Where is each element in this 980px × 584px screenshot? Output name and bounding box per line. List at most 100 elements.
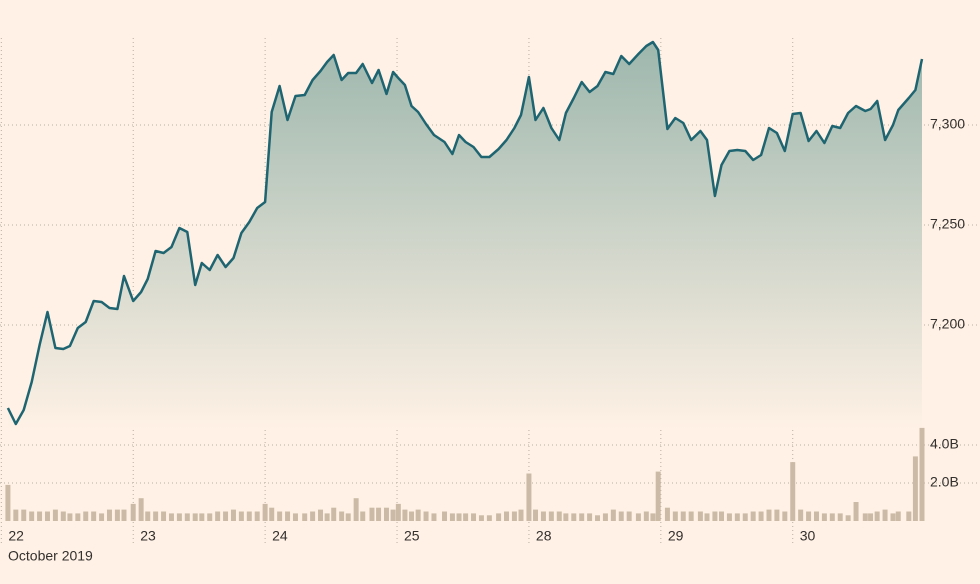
volume-bar: [262, 503, 268, 521]
volume-bar: [285, 511, 291, 521]
volume-bar: [345, 513, 351, 521]
volume-bar: [602, 513, 608, 521]
volume-bar: [106, 509, 112, 521]
volume-bar: [496, 513, 502, 521]
volume-bar: [331, 507, 337, 521]
volume-bar: [845, 515, 851, 521]
volume-bar: [353, 498, 359, 521]
volume-bar: [868, 513, 874, 521]
x-tick-label: 23: [140, 528, 156, 544]
volume-bar: [518, 509, 524, 521]
x-axis-label: October 2019: [8, 548, 93, 564]
volume-bar: [533, 509, 539, 521]
volume-bar: [138, 498, 144, 521]
volume-bar: [431, 513, 437, 521]
volume-bar: [782, 511, 788, 521]
volume-bar: [99, 513, 105, 521]
volume-bar: [680, 511, 686, 521]
volume-bar: [688, 511, 694, 521]
volume-bar: [655, 471, 661, 521]
volume-bar: [758, 511, 764, 521]
volume-bar: [587, 513, 593, 521]
volume-bar: [238, 511, 244, 521]
volume-bar: [442, 511, 448, 521]
volume-bar: [626, 511, 632, 521]
volume-bar: [121, 509, 127, 521]
y-tick-label: 7,300: [930, 116, 965, 132]
volume-bar: [415, 509, 421, 521]
volume-bar: [302, 513, 308, 521]
volume-bar: [60, 511, 66, 521]
volume-bar: [83, 511, 89, 521]
volume-bar: [862, 513, 868, 521]
volume-bar: [650, 513, 656, 521]
volume-bar: [5, 484, 11, 521]
volume-bar: [456, 513, 462, 521]
volume-bar: [734, 513, 740, 521]
volume-bar: [402, 509, 408, 521]
volume-bar: [254, 511, 260, 521]
volume-bar: [130, 503, 136, 521]
volume-bar: [395, 503, 401, 521]
volume-bar: [895, 511, 901, 521]
volume-bar: [874, 511, 880, 521]
volume-bar: [199, 513, 205, 521]
volume-bar: [449, 513, 455, 521]
volume-bar: [13, 509, 19, 521]
volume-bar: [176, 513, 182, 521]
volume-bar: [610, 509, 616, 521]
volume-bar: [798, 509, 804, 521]
volume-bar: [526, 473, 532, 521]
volume-bar: [790, 462, 796, 521]
volume-bar: [246, 511, 252, 521]
volume-bar: [423, 511, 429, 521]
volume-bar: [390, 509, 396, 521]
volume-bar: [750, 511, 756, 521]
volume-bar: [837, 513, 843, 521]
y2-tick-label: 4.0B: [930, 436, 959, 452]
volume-bar: [91, 511, 97, 521]
volume-bar: [207, 513, 213, 521]
volume-bar: [339, 511, 345, 521]
volume-bar: [161, 511, 167, 521]
volume-bar: [277, 511, 283, 521]
volume-bar: [912, 456, 918, 521]
volume-bar: [829, 513, 835, 521]
volume-bar: [192, 513, 198, 521]
volume-bar: [29, 511, 35, 521]
volume-bar: [672, 511, 678, 521]
volume-bar: [766, 509, 772, 521]
volume-bar: [890, 513, 896, 521]
volume-bar: [774, 509, 780, 521]
volume-bar: [548, 511, 554, 521]
volume-bar: [223, 511, 229, 521]
volume-bar: [635, 513, 641, 521]
volume-bar: [556, 511, 562, 521]
volume-bar: [230, 509, 236, 521]
volume-bar: [75, 513, 81, 521]
volume-bar: [369, 507, 375, 521]
volume-bar: [409, 511, 415, 521]
volume-bar: [813, 511, 819, 521]
volume-bar: [360, 511, 366, 521]
volume-bar: [153, 511, 159, 521]
x-tick-label: 29: [668, 528, 684, 544]
volume-bar: [310, 511, 316, 521]
volume-bar: [376, 507, 382, 521]
volume-bar: [463, 513, 469, 521]
volume-bar: [114, 509, 120, 521]
volume-bar: [742, 513, 748, 521]
volume-bar: [292, 513, 298, 521]
volume-bar: [643, 511, 649, 521]
volume-bar: [471, 513, 477, 521]
y2-tick-label: 2.0B: [930, 474, 959, 490]
y-tick-label: 7,250: [930, 216, 965, 232]
x-tick-label: 28: [536, 528, 552, 544]
volume-bar: [318, 509, 324, 521]
volume-bar: [882, 509, 888, 521]
volume-bar: [719, 511, 725, 521]
volume-bar: [184, 513, 190, 521]
volume-bar: [67, 513, 73, 521]
volume-bar: [21, 509, 27, 521]
